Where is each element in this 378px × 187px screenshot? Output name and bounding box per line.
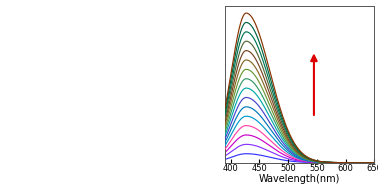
X-axis label: Wavelength(nm): Wavelength(nm)	[259, 174, 340, 184]
